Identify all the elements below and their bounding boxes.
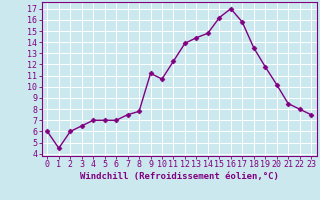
X-axis label: Windchill (Refroidissement éolien,°C): Windchill (Refroidissement éolien,°C): [80, 172, 279, 181]
